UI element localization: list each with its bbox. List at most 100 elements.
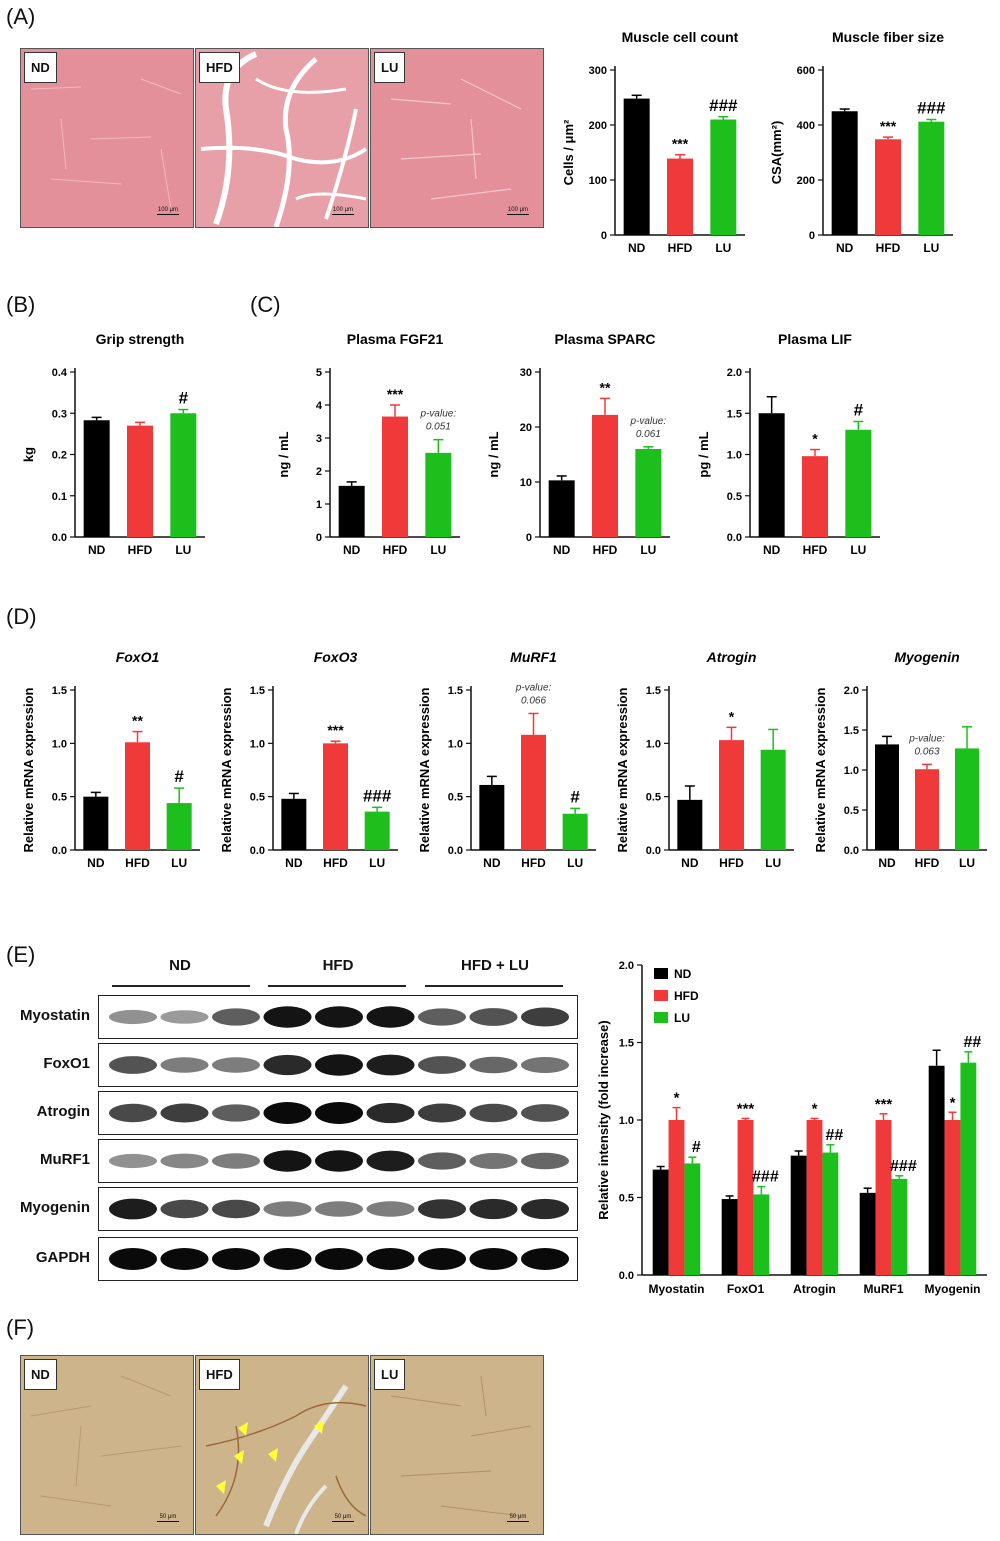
blot-strip-myogenin [98, 1187, 578, 1231]
he-texture-nd [30, 78, 182, 210]
x-tick-label: HFD [668, 241, 693, 255]
x-tick-label: ND [88, 543, 106, 557]
bar-hfd [915, 769, 939, 850]
scale-bar: 50 μm [332, 1514, 354, 1522]
scale-bar: 50 μm [507, 1514, 529, 1522]
ihc-micrograph-nd: ND 50 μm [20, 1355, 194, 1535]
y-tick-label: 2.0 [619, 960, 634, 972]
x-tick-label: ND [628, 241, 646, 255]
blot-group-nd: ND [169, 957, 191, 974]
scale-bar-text: 100 μm [332, 207, 354, 213]
y-tick-label: 1.0 [250, 738, 265, 750]
y-tick-label: 300 [589, 65, 607, 77]
x-tick-label: ND [878, 856, 896, 870]
scale-bar-text: 100 μm [157, 207, 179, 213]
bar-lu [955, 748, 979, 850]
p-value-label: p-value: [908, 733, 945, 744]
x-tick-label: Atrogin [793, 1282, 836, 1296]
bar-lu [562, 813, 588, 850]
y-tick-label: 0.0 [727, 532, 742, 544]
scale-bar: 100 μm [332, 207, 354, 215]
y-tick-label: 2.0 [727, 367, 742, 379]
x-tick-label: LU [715, 241, 731, 255]
blot-band [521, 1198, 569, 1220]
p-value-number: 0.051 [426, 422, 451, 433]
y-tick-label: 1.5 [250, 685, 265, 697]
blot-band [418, 1248, 466, 1270]
chart-muscle-cell-count: Muscle cell count Cells / μm² 0 100 200 300 ND… [561, 29, 745, 255]
arrow-marker [268, 1448, 278, 1462]
y-tick-label: 0.4 [52, 367, 68, 379]
bar-lu-foxo1 [753, 1194, 770, 1275]
chart-myogenin-mrna: Myogenin Relative mRNA expression 0.0 0.5 1.… [813, 649, 987, 870]
bar-lu [364, 811, 390, 850]
chart-plasma-fgf21: Plasma FGF21 ng / mL 0 1 2 3 4 5 ND HFD *** LU p-val… [276, 331, 460, 557]
y-tick-label: 0 [809, 230, 815, 242]
y-tick-label: 200 [589, 120, 607, 132]
y-tick-label: 20 [520, 422, 532, 434]
chart-foxo3-mrna: FoxO3 Relative mRNA expression 0.0 0.5 1.0 1.… [219, 649, 398, 870]
blot-band [418, 1199, 466, 1219]
bar-lu-myostatin [684, 1163, 701, 1275]
x-tick-label: LU [959, 856, 975, 870]
bar-lu [425, 452, 452, 537]
x-tick-label: LU [923, 241, 939, 255]
significance-marker: *** [737, 1100, 755, 1117]
blot-band [469, 1008, 518, 1026]
bar-nd [479, 784, 505, 850]
significance-marker: * [812, 1100, 818, 1117]
y-tick-label: 0.5 [727, 491, 742, 503]
y-tick-label: 0.0 [844, 845, 859, 857]
blot-band [109, 1248, 157, 1270]
legend-swatch [654, 968, 668, 979]
blot-band [418, 1103, 466, 1123]
legend-label: ND [674, 967, 692, 981]
y-axis-label: Relative mRNA expression [615, 687, 630, 852]
y-tick-label: 1.0 [727, 450, 742, 462]
y-tick-label: 1 [316, 499, 322, 511]
significance-marker: *** [387, 386, 404, 402]
blot-band [160, 1199, 209, 1219]
bar-nd [831, 111, 858, 235]
y-axis-label: Relative mRNA expression [21, 687, 36, 852]
significance-marker: ### [363, 786, 392, 805]
he-texture-hfd [200, 51, 368, 227]
blot-band [521, 1057, 569, 1073]
bar-hfd [875, 139, 901, 235]
bar-hfd [719, 740, 744, 850]
blot-band [315, 1006, 363, 1028]
chart-title: Muscle cell count [622, 29, 739, 45]
blot-group-hfd-lu: HFD + LU [461, 957, 529, 974]
significance-marker: # [174, 767, 184, 786]
blot-band [109, 1009, 157, 1025]
blot-band [315, 1150, 363, 1172]
y-axis-label: ng / mL [276, 431, 291, 477]
y-axis-label: kg [21, 447, 36, 462]
chart-title: Plasma LIF [778, 331, 852, 347]
panel-label-f: (F) [6, 1315, 35, 1340]
significance-marker: ** [132, 713, 143, 729]
blot-band [212, 1057, 260, 1073]
blot-group-line [268, 985, 406, 987]
chart-atrogin-mrna: Atrogin Relative mRNA expression 0.0 0.5 1.0… [615, 649, 794, 870]
blot-band [212, 1199, 260, 1219]
p-value-label: p-value: [515, 682, 552, 693]
y-tick-label: 1.5 [646, 685, 661, 697]
blot-band [469, 1103, 518, 1123]
x-tick-label: HFD [593, 543, 618, 557]
y-tick-label: 1.5 [619, 1038, 634, 1050]
y-tick-label: 0.0 [52, 845, 67, 857]
p-value-number: 0.063 [914, 746, 939, 757]
bar-hfd-myostatin [668, 1120, 685, 1275]
significance-marker: * [812, 431, 818, 447]
y-axis-label: Relative intensity (fold increase) [596, 1020, 611, 1219]
bar-nd-murf1 [859, 1192, 876, 1275]
bar-hfd [521, 734, 546, 850]
x-tick-label: ND [87, 856, 105, 870]
y-tick-label: 0 [526, 532, 532, 544]
y-tick-label: 0 [601, 230, 607, 242]
chart-title: Grip strength [96, 331, 185, 347]
blot-band [315, 1054, 363, 1076]
x-tick-label: LU [567, 856, 583, 870]
bar-nd [281, 798, 307, 850]
